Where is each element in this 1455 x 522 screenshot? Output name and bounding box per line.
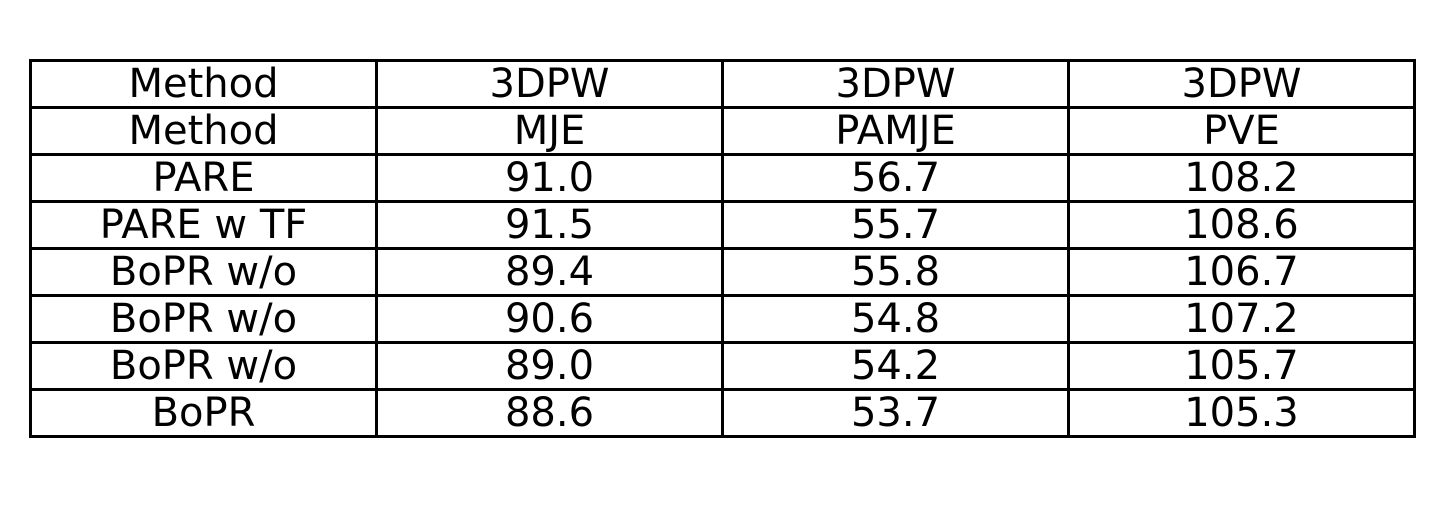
table-cell: 53.7 bbox=[721, 388, 1070, 438]
table-cell: BoPR w/o bbox=[29, 247, 378, 297]
table-cell: BoPR bbox=[29, 388, 378, 438]
table-row: BoPR w/o 89.4 55.8 106.7 bbox=[29, 247, 1416, 297]
table-row: BoPR 88.6 53.7 105.3 bbox=[29, 388, 1416, 438]
table-body: Method 3DPW 3DPW 3DPW Method MJE PAMJE PVE PARE 9… bbox=[29, 59, 1416, 438]
table-cell: BoPR w/o bbox=[29, 341, 378, 391]
results-table-container: Method 3DPW 3DPW 3DPW Method MJE PAMJE PVE PARE 9… bbox=[29, 59, 1416, 438]
table-cell: 91.5 bbox=[375, 200, 724, 250]
header-cell: 3DPW bbox=[1067, 59, 1416, 109]
table-cell: 107.2 bbox=[1067, 294, 1416, 344]
header-cell: PAMJE bbox=[721, 106, 1070, 156]
results-table: Method 3DPW 3DPW 3DPW Method MJE PAMJE PVE PARE 9… bbox=[29, 59, 1416, 438]
header-cell: 3DPW bbox=[375, 59, 724, 109]
table-cell: 105.3 bbox=[1067, 388, 1416, 438]
header-cell: Method bbox=[29, 59, 378, 109]
header-cell: Method bbox=[29, 106, 378, 156]
table-cell: 89.4 bbox=[375, 247, 724, 297]
header-cell: 3DPW bbox=[721, 59, 1070, 109]
table-cell: 108.6 bbox=[1067, 200, 1416, 250]
table-cell: 91.0 bbox=[375, 153, 724, 203]
table-row: PARE 91.0 56.7 108.2 bbox=[29, 153, 1416, 203]
table-cell: 55.7 bbox=[721, 200, 1070, 250]
table-cell: 88.6 bbox=[375, 388, 724, 438]
header-cell: MJE bbox=[375, 106, 724, 156]
table-row: BoPR w/o 90.6 54.8 107.2 bbox=[29, 294, 1416, 344]
table-row: PARE w TF 91.5 55.7 108.6 bbox=[29, 200, 1416, 250]
table-cell: PARE bbox=[29, 153, 378, 203]
header-cell: PVE bbox=[1067, 106, 1416, 156]
table-cell: 54.2 bbox=[721, 341, 1070, 391]
header-row: Method MJE PAMJE PVE bbox=[29, 106, 1416, 156]
table-cell: 54.8 bbox=[721, 294, 1070, 344]
table-cell: 106.7 bbox=[1067, 247, 1416, 297]
header-row: Method 3DPW 3DPW 3DPW bbox=[29, 59, 1416, 109]
table-cell: 105.7 bbox=[1067, 341, 1416, 391]
table-cell: 90.6 bbox=[375, 294, 724, 344]
table-cell: PARE w TF bbox=[29, 200, 378, 250]
table-cell: 89.0 bbox=[375, 341, 724, 391]
table-row: BoPR w/o 89.0 54.2 105.7 bbox=[29, 341, 1416, 391]
table-cell: 56.7 bbox=[721, 153, 1070, 203]
table-cell: 108.2 bbox=[1067, 153, 1416, 203]
table-cell: BoPR w/o bbox=[29, 294, 378, 344]
table-cell: 55.8 bbox=[721, 247, 1070, 297]
